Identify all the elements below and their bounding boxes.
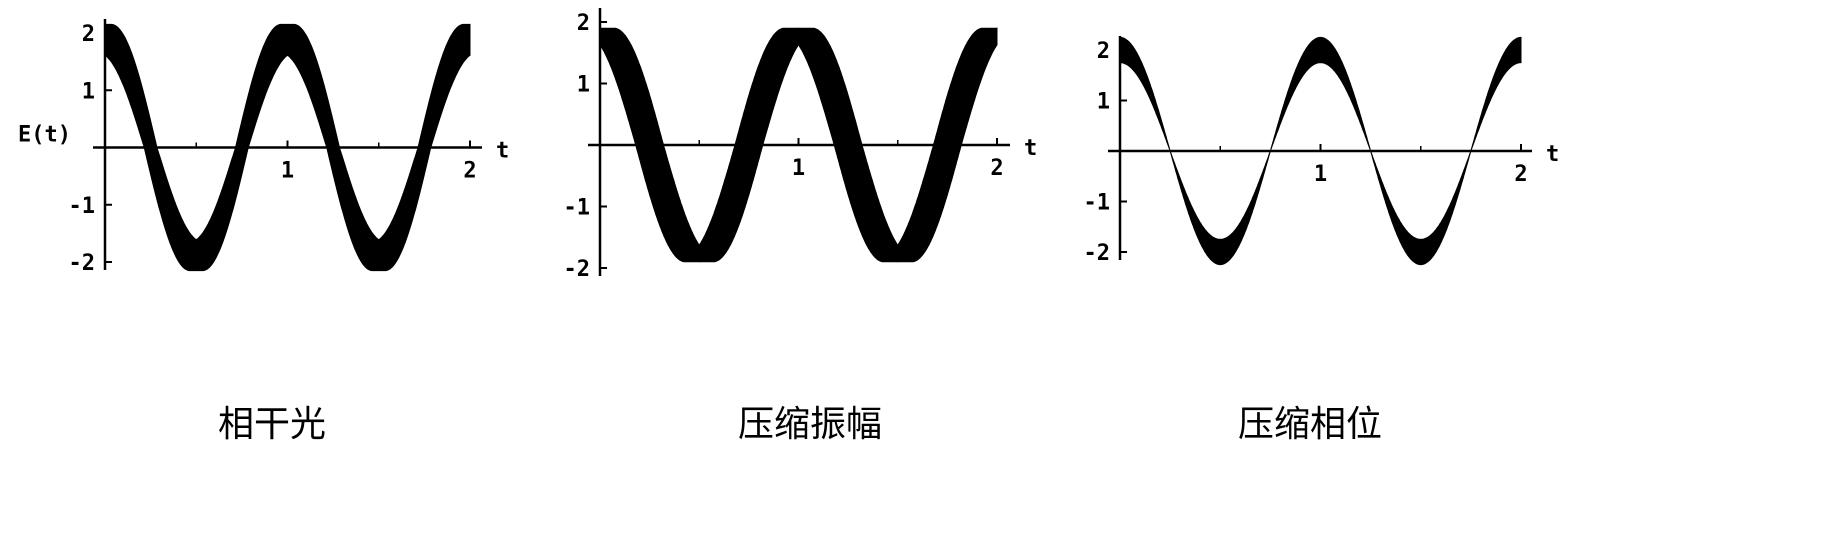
x-tick-label: 2 [1514, 162, 1527, 187]
series-band [104, 23, 471, 272]
y-tick-label: -2 [1084, 241, 1111, 266]
y-axis-label: E(t) [18, 123, 71, 148]
x-tick-label: 2 [463, 159, 476, 184]
x-axis-label: t [1546, 142, 1559, 167]
y-tick-label: 2 [1097, 39, 1110, 64]
x-tick-label: 1 [792, 156, 805, 181]
chart-panel-amplitude-squeezed: 1 2 2 1 -1 -2 t 压缩振幅 [564, 8, 1037, 445]
x-axis-label: t [1024, 136, 1037, 161]
series-band [599, 27, 998, 263]
x-axis-label: t [496, 139, 509, 164]
panel-caption: 压缩相位 [1238, 404, 1382, 445]
y-tick-label: -2 [69, 251, 96, 276]
y-tick-label: 1 [82, 79, 95, 104]
x-tick-label: 1 [281, 159, 294, 184]
x-tick-label: 1 [1314, 162, 1327, 187]
y-tick-label: -1 [69, 194, 96, 219]
y-tick-label: 2 [82, 22, 95, 47]
y-tick-label: -1 [564, 196, 591, 221]
series-band [1119, 36, 1522, 266]
y-tick-label: 1 [1097, 90, 1110, 115]
chart-panel-coherent: 1 2 2 1 -1 -2 t E(t) 相干光 [18, 19, 509, 445]
panel-caption: 相干光 [218, 404, 326, 445]
y-tick-label: 2 [577, 11, 590, 36]
y-tick-label: -2 [564, 257, 591, 282]
panel-caption: 压缩振幅 [738, 404, 882, 445]
x-tick-label: 2 [990, 156, 1003, 181]
y-tick-label: -1 [1084, 191, 1111, 216]
chart-panel-phase-squeezed: 1 2 2 1 -1 -2 t 压缩相位 [1084, 36, 1559, 445]
y-tick-label: 1 [577, 73, 590, 98]
